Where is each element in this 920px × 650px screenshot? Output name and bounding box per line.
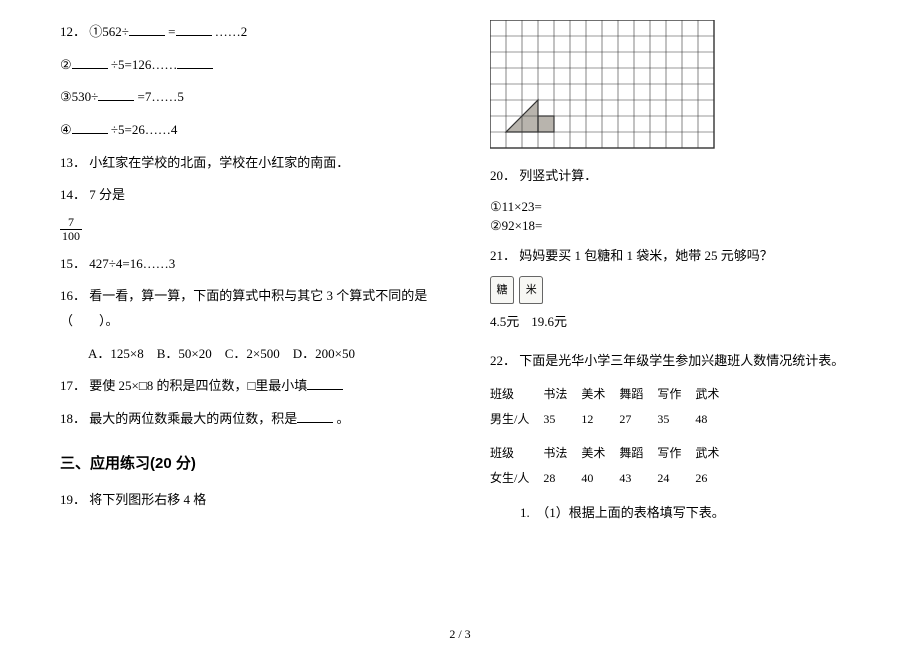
candy-icon: 糖 [490, 276, 514, 304]
grid-figure [490, 20, 870, 150]
th: 书法 [543, 382, 581, 407]
q16-opts: A．125×8 B．50×20 C．2×500 D．200×50 [60, 342, 440, 367]
q12-l3: ③530÷ [60, 89, 98, 104]
q16-text: 看一看，算一算，下面的算式中积与其它 3 个算式不同的是（ ）。 [60, 288, 427, 328]
price-rice: 19.6元 [531, 310, 567, 335]
q21: 21． 妈妈要买 1 包糖和 1 袋米，她带 25 元够吗？ [490, 244, 870, 269]
th: 武术 [695, 441, 733, 466]
q17-num: 17． [60, 378, 86, 393]
q16-opts-text: A．125×8 B．50×20 C．2×500 D．200×50 [88, 346, 355, 361]
q14-frac: 7 100 [60, 216, 440, 243]
q17-text: 要使 25×□8 的积是四位数，□里最小填 [89, 378, 307, 393]
q20-b: ②92×18= [490, 216, 870, 236]
q16: 16． 看一看，算一算，下面的算式中积与其它 3 个算式不同的是（ ）。 [60, 284, 440, 333]
q14-text: 7 分是 [89, 187, 125, 202]
th: 武术 [695, 382, 733, 407]
frac-num: 7 [60, 216, 82, 230]
q21-num: 21． [490, 248, 516, 263]
table-row: 班级 书法 美术 舞蹈 写作 武术 [490, 382, 733, 407]
td: 28 [543, 466, 581, 491]
q19-text: 将下列图形右移 4 格 [89, 492, 206, 507]
td: 12 [581, 407, 619, 432]
th: 班级 [490, 382, 543, 407]
q15-text: 427÷4=16……3 [89, 256, 175, 271]
td: 40 [581, 466, 619, 491]
td: 48 [695, 407, 733, 432]
q12-l1a: ①562÷ [89, 24, 129, 39]
q12-l1c: ……2 [215, 24, 248, 39]
q12-l4b: ÷5=26……4 [111, 122, 177, 137]
q22-sub1: 1. （1）根据上面的表格填写下表。 [490, 501, 870, 526]
q12-l3b: =7……5 [138, 89, 184, 104]
price-candy: 4.5元 [490, 310, 528, 335]
q12-num: 12． [60, 24, 86, 39]
th: 写作 [657, 441, 695, 466]
th: 书法 [543, 441, 581, 466]
q22: 22． 下面是光华小学三年级学生参加兴趣班人数情况统计表。 [490, 349, 870, 374]
q16-num: 16． [60, 288, 86, 303]
row-label: 女生/人 [490, 466, 543, 491]
q18-text-a: 最大的两位数乘最大的两位数，积是 [89, 411, 297, 426]
q12-line3: ③530÷ =7……5 [60, 85, 440, 110]
q12-line4: ④ ÷5=26……4 [60, 118, 440, 143]
q22-num: 22． [490, 353, 516, 368]
td: 24 [657, 466, 695, 491]
th: 美术 [581, 382, 619, 407]
q15: 15． 427÷4=16……3 [60, 252, 440, 277]
right-column: 20． 列竖式计算． ①11×23= ②92×18= 21． 妈妈要买 1 包糖… [490, 20, 870, 534]
q12-l2b: ÷5=126…… [111, 57, 177, 72]
q13-num: 13． [60, 155, 86, 170]
q18-text-b: 。 [337, 411, 350, 426]
td: 35 [657, 407, 695, 432]
q21-prices: 4.5元 19.6元 [490, 310, 870, 335]
q12: 12． ①562÷ = ……2 [60, 20, 440, 45]
th: 写作 [657, 382, 695, 407]
q19-num: 19． [60, 492, 86, 507]
q22-text: 下面是光华小学三年级学生参加兴趣班人数情况统计表。 [519, 353, 844, 368]
table-row: 男生/人 35 12 27 35 48 [490, 407, 733, 432]
th: 美术 [581, 441, 619, 466]
q18: 18． 最大的两位数乘最大的两位数，积是 。 [60, 407, 440, 432]
q14: 14． 7 分是 [60, 183, 440, 208]
table-girls: 班级 书法 美术 舞蹈 写作 武术 女生/人 28 40 43 24 26 [490, 441, 733, 491]
q12-l1b: = [168, 24, 175, 39]
q21-icons: 糖 米 [490, 276, 870, 304]
q21-text: 妈妈要买 1 包糖和 1 袋米，她带 25 元够吗？ [519, 248, 773, 263]
q17: 17． 要使 25×□8 的积是四位数，□里最小填 [60, 374, 440, 399]
section-3-title: 三、应用练习(20 分) [60, 450, 440, 479]
rice-icon: 米 [519, 276, 543, 304]
q20-items: ①11×23= ②92×18= [490, 197, 870, 236]
q20-a: ①11×23= [490, 197, 870, 217]
q18-num: 18． [60, 411, 86, 426]
q13-text: 小红家在学校的北面，学校在小红家的南面． [89, 155, 349, 170]
th: 班级 [490, 441, 543, 466]
left-column: 12． ①562÷ = ……2 ② ÷5=126…… ③530÷ =7……5 ④… [60, 20, 440, 534]
frac-den: 100 [60, 230, 82, 243]
q22-sub1-text: 1. （1）根据上面的表格填写下表。 [520, 505, 725, 520]
table-row: 班级 书法 美术 舞蹈 写作 武术 [490, 441, 733, 466]
q15-num: 15． [60, 256, 86, 271]
th: 舞蹈 [619, 382, 657, 407]
table-boys: 班级 书法 美术 舞蹈 写作 武术 男生/人 35 12 27 35 48 [490, 382, 733, 432]
q12-l4a: ④ [60, 122, 72, 137]
page-number: 2 / 3 [0, 627, 920, 642]
td: 26 [695, 466, 733, 491]
table-row: 女生/人 28 40 43 24 26 [490, 466, 733, 491]
td: 43 [619, 466, 657, 491]
q20: 20． 列竖式计算． [490, 164, 870, 189]
td: 35 [543, 407, 581, 432]
q14-num: 14． [60, 187, 86, 202]
row-label: 男生/人 [490, 407, 543, 432]
td: 27 [619, 407, 657, 432]
q20-num: 20． [490, 168, 516, 183]
q19: 19． 将下列图形右移 4 格 [60, 488, 440, 513]
q12-l2a: ② [60, 57, 72, 72]
q20-text: 列竖式计算． [519, 168, 597, 183]
th: 舞蹈 [619, 441, 657, 466]
q12-line2: ② ÷5=126…… [60, 53, 440, 78]
q13: 13． 小红家在学校的北面，学校在小红家的南面． [60, 151, 440, 176]
